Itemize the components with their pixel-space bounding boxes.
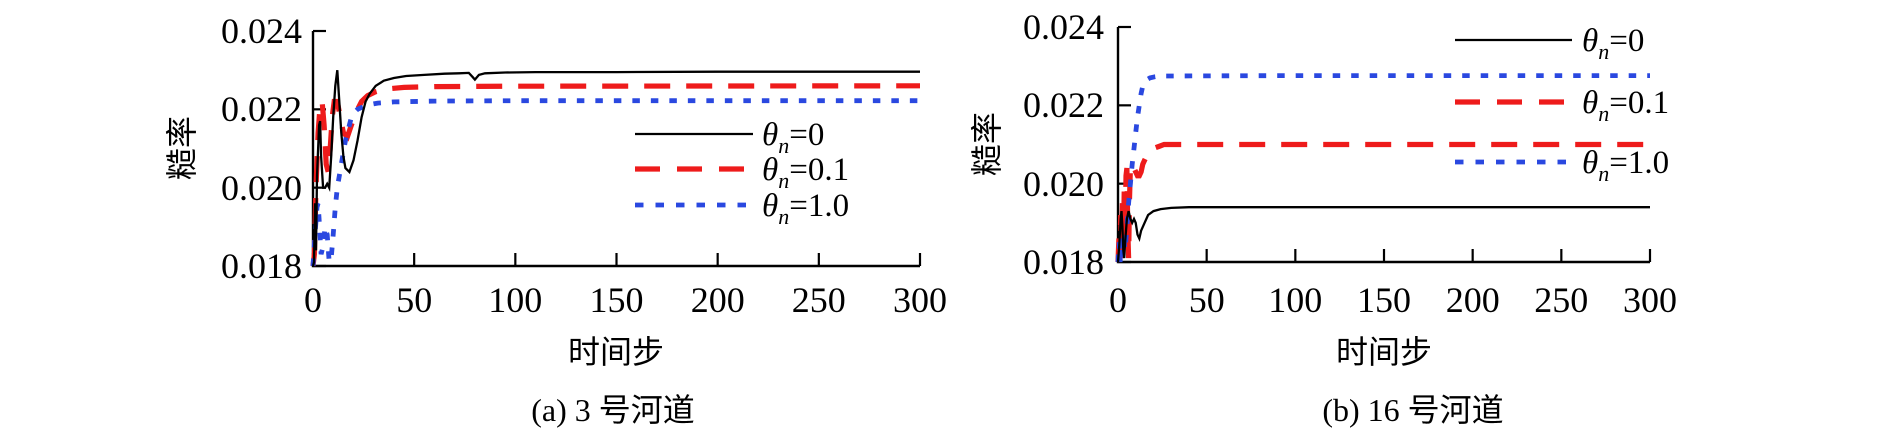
legend-subscript: n	[778, 168, 789, 193]
legend-value: =1.0	[1609, 145, 1669, 181]
series-line-1	[1115, 141, 1650, 263]
legend-subscript: n	[1598, 101, 1609, 126]
series-line-2	[1115, 73, 1650, 263]
legend-value: =0	[789, 117, 824, 153]
x-tick-label: 100	[1268, 280, 1322, 320]
y-tick-label: 0.018	[1023, 242, 1104, 282]
legend-b	[1455, 38, 1572, 165]
y-tick-label: 0.020	[221, 168, 302, 208]
legend-symbol: θ	[762, 117, 778, 153]
panel-caption: (b) 16 号河道	[1322, 392, 1503, 428]
legend-symbol: θ	[762, 188, 778, 224]
x-tick-label: 250	[1534, 280, 1588, 320]
y-tick-label: 0.018	[221, 246, 302, 286]
legend-value: =1.0	[789, 188, 849, 224]
legend-label: θn=0	[762, 117, 824, 158]
x-tick-label: 150	[590, 280, 644, 320]
y-tick-label: 0.022	[221, 89, 302, 129]
legend-value: =0.1	[1609, 85, 1669, 121]
legend-symbol: θ	[1582, 23, 1598, 59]
x-axis-title: 时间步	[568, 334, 664, 370]
x-tick-label: 200	[691, 280, 745, 320]
panel-a: 0.024 0.022 0.020 0.018 0 50 100 150 200…	[164, 11, 947, 428]
series-line-0	[1116, 206, 1650, 263]
legend-value: =0.1	[789, 152, 849, 188]
x-tick-label: 100	[488, 280, 542, 320]
x-tick-label: 200	[1446, 280, 1500, 320]
legend-label: θn=1.0	[762, 188, 849, 229]
x-tick-label: 50	[396, 280, 432, 320]
x-axis-title: 时间步	[1336, 334, 1432, 370]
x-tick-label: 300	[893, 280, 947, 320]
plot-area-b	[1115, 25, 1652, 264]
x-tick-label: 250	[792, 280, 846, 320]
legend-label: θn=1.0	[1582, 145, 1669, 186]
panel-caption: (a) 3 号河道	[531, 392, 695, 428]
legend-symbol: θ	[1582, 145, 1598, 181]
y-tick-label: 0.022	[1023, 85, 1104, 125]
legend-value: =0	[1609, 23, 1644, 59]
y-tick-label: 0.020	[1023, 164, 1104, 204]
legend-symbol: θ	[762, 152, 778, 188]
x-tick-label: 0	[304, 280, 322, 320]
x-tick-label: 50	[1189, 280, 1225, 320]
panel-b: 0.024 0.022 0.020 0.018 0 50 100 150 200…	[969, 7, 1677, 428]
plot-area-a	[310, 29, 922, 271]
y-axis-title: 糙率	[164, 116, 200, 180]
legend-subscript: n	[778, 204, 789, 229]
legend-a	[635, 132, 753, 208]
legend-label: θn=0.1	[762, 152, 849, 193]
legend-subscript: n	[1598, 39, 1609, 64]
series-line-0	[311, 70, 920, 267]
legend-label: θn=0	[1582, 23, 1644, 64]
x-tick-label: 300	[1623, 280, 1677, 320]
y-tick-label: 0.024	[1023, 7, 1104, 47]
axis-line	[311, 31, 920, 268]
x-tick-label: 150	[1357, 280, 1411, 320]
legend-label: θn=0.1	[1582, 85, 1669, 126]
x-tick-label: 0	[1109, 280, 1127, 320]
legend-subscript: n	[778, 133, 789, 158]
legend-symbol: θ	[1582, 85, 1598, 121]
y-axis-title: 糙率	[969, 112, 1005, 176]
y-tick-label: 0.024	[221, 11, 302, 51]
legend-subscript: n	[1598, 161, 1609, 186]
